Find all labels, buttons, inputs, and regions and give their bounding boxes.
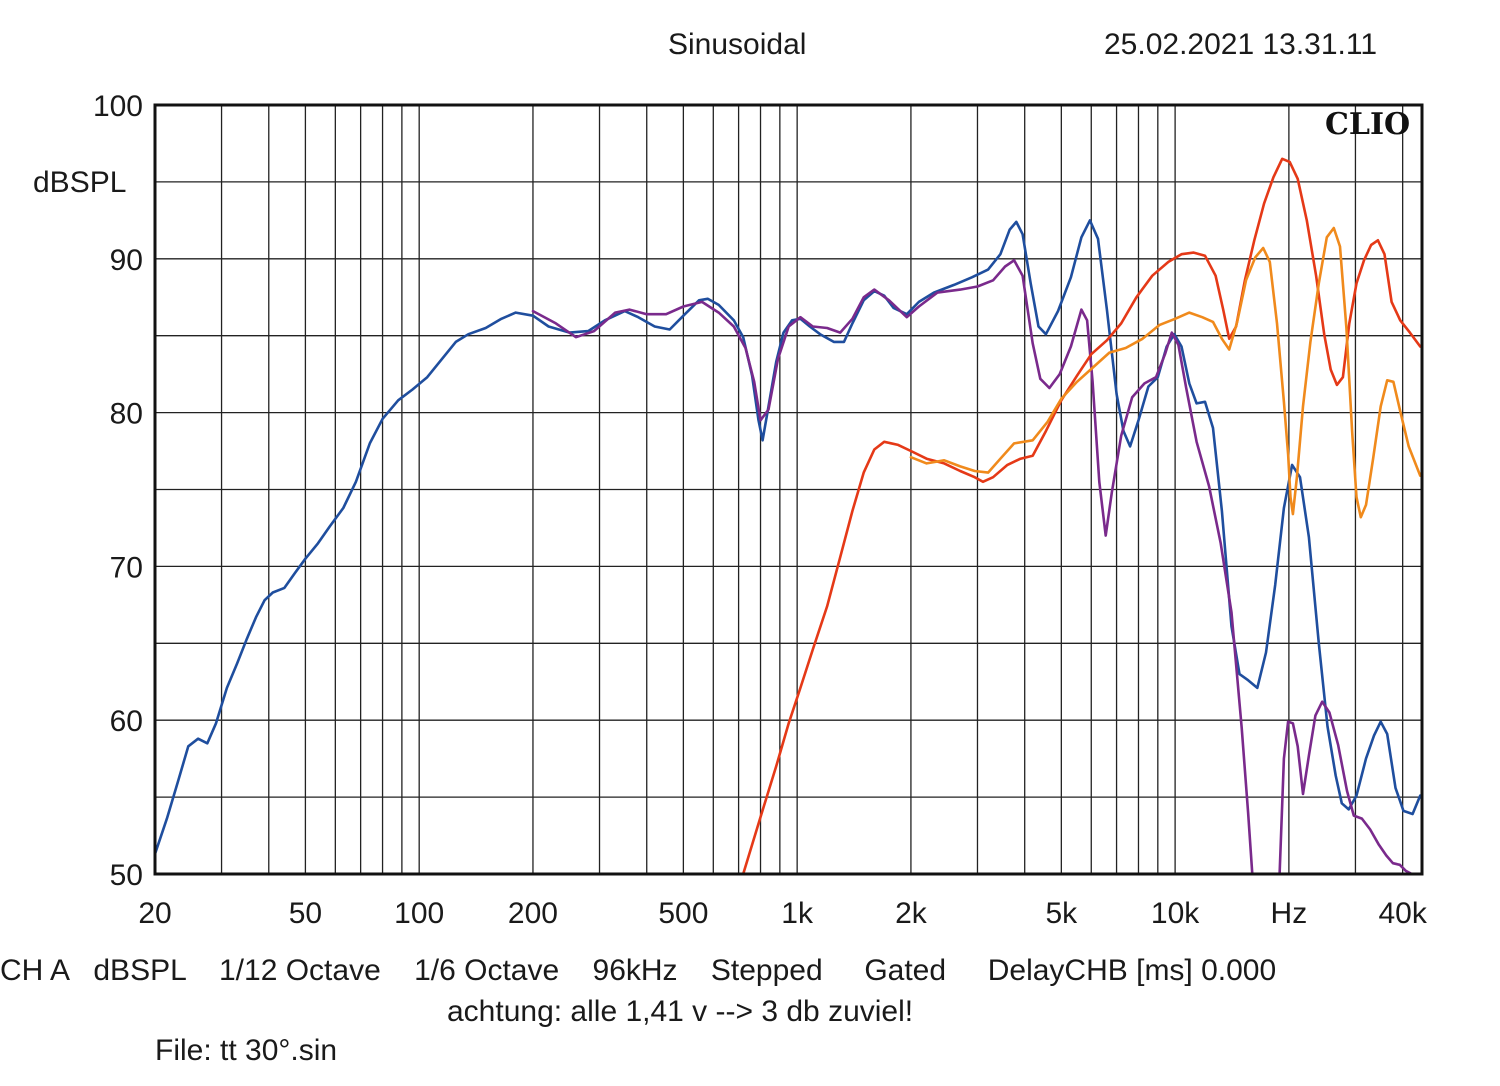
x-tick-label: 40k xyxy=(1378,897,1427,930)
note-line: achtung: alle 1,41 v --> 3 db zuviel! xyxy=(447,995,914,1028)
grid xyxy=(155,105,1422,874)
y-tick-labels: 100 90 80 70 60 50 xyxy=(93,90,143,892)
y-tick-label: 100 xyxy=(93,90,143,123)
file-line: File: tt 30°.sin xyxy=(155,1034,338,1067)
x-tick-label: 2k xyxy=(895,897,928,930)
x-tick-label: 100 xyxy=(394,897,444,930)
series-line-4 xyxy=(741,157,1422,874)
y-tick-label: 60 xyxy=(110,705,143,738)
series-line-2 xyxy=(531,259,1254,874)
frequency-response-chart: 100 90 80 70 60 50 20 50 100 200 500 1k 2k 5k 10k Hz 40… xyxy=(33,90,1428,930)
y-axis-label: dBSPL xyxy=(33,166,126,199)
status-line: CH A dBSPL 1/12 Octave 1/6 Octave 96kHz … xyxy=(0,954,1277,987)
x-tick-label: 200 xyxy=(508,897,558,930)
x-tick-label: 5k xyxy=(1045,897,1078,930)
y-tick-label: 90 xyxy=(110,244,143,277)
x-tick-label: 20 xyxy=(138,897,171,930)
y-tick-label: 70 xyxy=(110,551,143,584)
x-tick-labels: 20 50 100 200 500 1k 2k 5k 10k Hz 40k xyxy=(138,897,1428,930)
series-line-5 xyxy=(909,226,1422,519)
x-tick-label: 1k xyxy=(781,897,814,930)
x-tick-label: 50 xyxy=(289,897,322,930)
clio-logo: CLIO xyxy=(1325,107,1410,142)
series-line-3 xyxy=(1278,700,1414,874)
series-line-1 xyxy=(155,219,1422,856)
x-tick-label: 10k xyxy=(1151,897,1200,930)
chart-title: Sinusoidal xyxy=(668,28,807,61)
timestamp: 25.02.2021 13.31.11 xyxy=(1104,28,1378,61)
y-tick-label: 50 xyxy=(110,859,143,892)
series-group xyxy=(155,157,1422,874)
plot-frame xyxy=(153,103,1424,876)
x-tick-label: Hz xyxy=(1271,897,1308,930)
y-tick-label: 80 xyxy=(110,398,143,431)
x-tick-label: 500 xyxy=(658,897,708,930)
